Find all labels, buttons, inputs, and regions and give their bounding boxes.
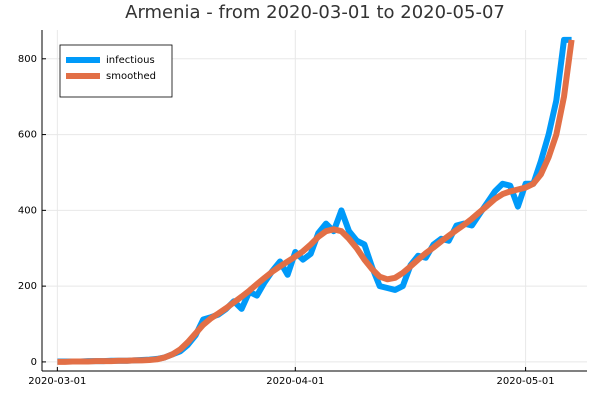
y-tick-label: 400 bbox=[18, 205, 37, 216]
legend-box bbox=[59, 44, 173, 98]
x-tick-label: 2020-04-01 bbox=[266, 376, 324, 387]
chart-title: Armenia - from 2020-03-01 to 2020-05-07 bbox=[125, 2, 505, 23]
legend: infectious smoothed bbox=[59, 44, 173, 98]
x-tick-label: 2020-03-01 bbox=[28, 376, 86, 387]
y-tick-label: 800 bbox=[18, 54, 37, 65]
legend-label: smoothed bbox=[106, 71, 156, 82]
y-tick-label: 600 bbox=[18, 130, 37, 141]
y-tick-label: 0 bbox=[31, 357, 37, 368]
x-tick-label: 2020-05-01 bbox=[497, 376, 555, 387]
line bbox=[57, 39, 575, 365]
legend-label: infectious bbox=[106, 55, 155, 66]
y-tick-label: 200 bbox=[18, 281, 37, 292]
